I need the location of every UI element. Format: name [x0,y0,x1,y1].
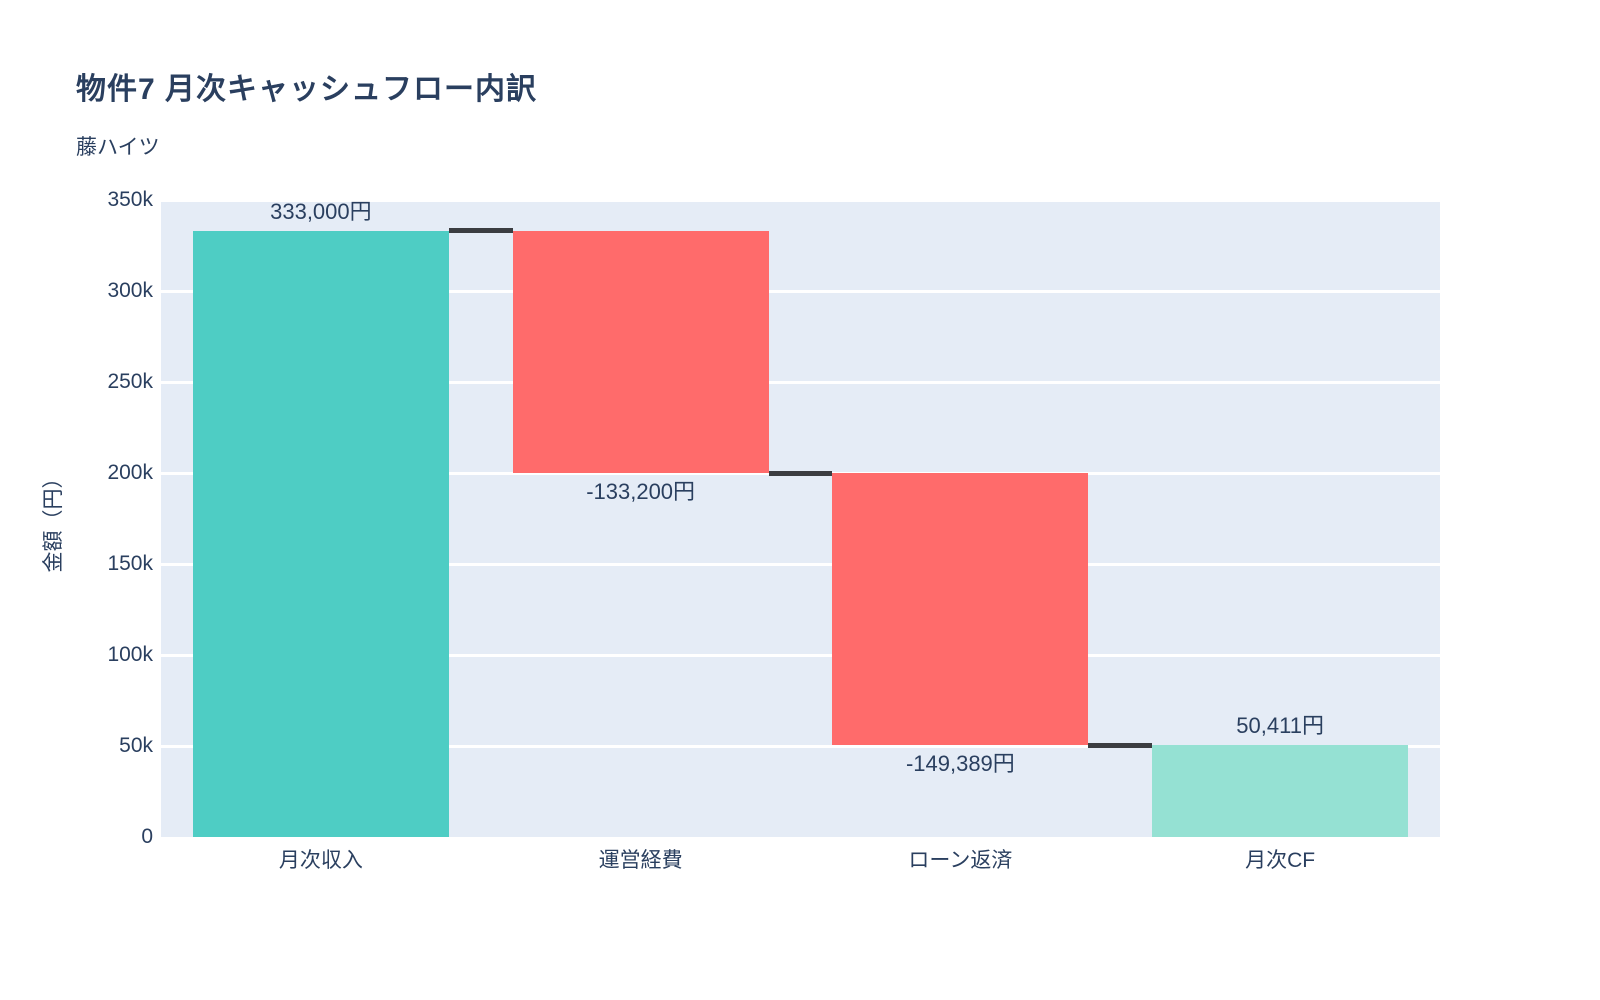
y-tick-label: 150k [107,552,153,575]
y-tick-label: 250k [107,370,153,393]
plot-area: 333,000円 -133,200円 -149,389円 50,411円 [161,198,1440,837]
gridline [161,562,1440,566]
connector-line [448,228,513,234]
connector-line [768,470,833,476]
connector-line [1088,742,1153,748]
y-axis-title: 金額（円） [42,467,65,573]
y-tick-label: 300k [107,279,153,302]
waterfall-bar-3[interactable] [1152,745,1409,837]
gridline [161,653,1440,657]
gridline [161,198,1440,202]
gridline [161,289,1440,293]
bar-value-label: 333,000円 [270,198,372,224]
y-tick-label: 0 [141,825,153,848]
x-tick-label-1: 運営経費 [598,849,683,872]
waterfall-bar-0[interactable] [192,230,449,837]
x-tick-label-3: 月次CF [1245,849,1316,872]
bar-value-label: -133,200円 [586,479,696,505]
gridline [161,744,1440,748]
y-tick-label: 100k [107,643,153,666]
bar-value-label: -149,389円 [905,751,1015,777]
gridline [161,380,1440,384]
waterfall-bar-1[interactable] [512,230,769,474]
waterfall-bar-2[interactable] [832,473,1089,746]
chart-subtitle: 藤ハイツ [76,136,160,159]
y-tick-label: 350k [107,188,153,211]
x-tick-label-2: ローン返済 [908,849,1013,872]
y-tick-label: 50k [119,734,153,757]
y-tick-label: 200k [107,461,153,484]
bar-value-label: 50,411円 [1236,713,1324,739]
chart-title: 物件7 月次キャッシュフロー内訳 [76,73,538,106]
x-tick-label-0: 月次収入 [278,849,363,872]
